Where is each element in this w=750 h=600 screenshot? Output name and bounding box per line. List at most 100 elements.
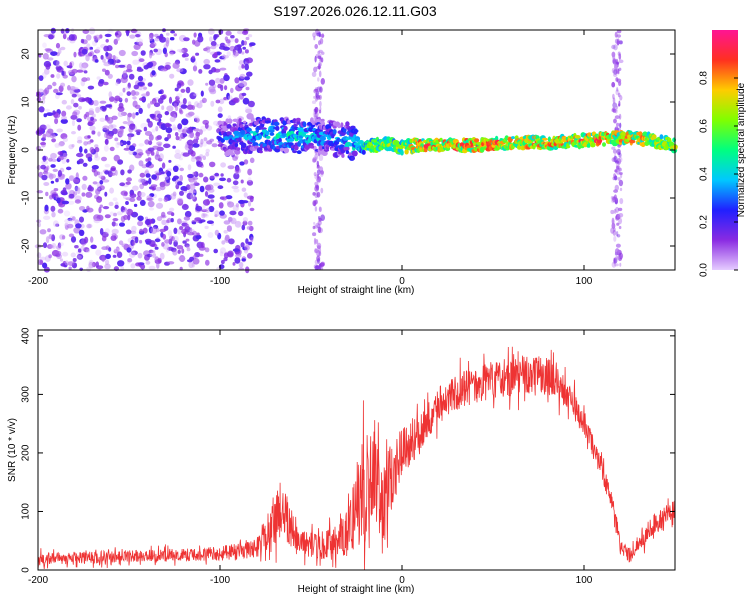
signal-cell [621, 132, 625, 136]
noise-speck [48, 244, 55, 249]
noise-speck [91, 130, 96, 135]
noise-speck [174, 149, 181, 154]
noise-speck [166, 32, 170, 36]
noise-speck [114, 59, 121, 64]
noise-speck [249, 42, 256, 46]
noise-speck [178, 256, 186, 261]
signal-cell [308, 127, 314, 132]
noise-speck [126, 177, 132, 182]
noise-speck [200, 90, 204, 97]
noise-speck [138, 191, 146, 198]
noise-speck [245, 36, 250, 41]
signal-cell [260, 127, 267, 130]
noise-speck [115, 64, 120, 69]
noise-speck [124, 97, 129, 103]
noise-speck [150, 150, 155, 156]
noise-speck [245, 86, 250, 91]
noise-speck [114, 137, 119, 142]
noise-speck [240, 242, 245, 248]
interference-speck [317, 50, 321, 55]
signal-cell [640, 141, 646, 148]
noise-speck [40, 164, 46, 170]
noise-speck [105, 253, 111, 260]
noise-speck [145, 218, 151, 226]
x-tick-label: -200 [28, 575, 48, 586]
noise-speck [68, 233, 74, 238]
noise-speck [101, 246, 109, 251]
noise-speck [223, 252, 229, 259]
noise-speck [67, 189, 73, 196]
signal-cell [343, 146, 350, 151]
noise-speck [68, 175, 74, 182]
interference-speck [619, 172, 623, 175]
noise-speck [44, 68, 50, 75]
noise-speck [113, 212, 117, 217]
interference-speck [317, 220, 322, 226]
noise-speck [123, 214, 128, 220]
noise-speck [156, 262, 160, 269]
noise-speck [238, 80, 246, 87]
noise-speck [127, 114, 131, 122]
noise-speck [103, 61, 111, 67]
signal-cell [541, 137, 548, 141]
noise-speck [118, 31, 122, 35]
y-tick-label: 20 [21, 48, 32, 60]
noise-speck [235, 203, 239, 208]
noise-speck [250, 236, 254, 243]
noise-speck [55, 65, 62, 71]
noise-speck [245, 243, 249, 248]
noise-speck [126, 140, 131, 146]
signal-cell [227, 118, 233, 124]
noise-speck [88, 184, 92, 191]
interference-speck [615, 243, 621, 248]
noise-speck [166, 170, 172, 177]
noise-speck [159, 228, 166, 233]
noise-speck [130, 263, 136, 269]
interference-speck [610, 196, 614, 200]
noise-speck [66, 158, 70, 163]
spectrogram-y-ticks: -20 -10 0 10 20 [21, 48, 675, 253]
signal-cell [294, 145, 299, 151]
noise-speck [43, 182, 50, 186]
noise-speck [55, 92, 63, 96]
noise-speck [52, 81, 57, 87]
noise-speck [116, 128, 124, 135]
noise-speck [161, 242, 165, 247]
noise-speck [225, 30, 232, 36]
noise-speck [65, 28, 70, 34]
noise-speck [161, 162, 166, 169]
noise-speck [183, 37, 190, 42]
interference-speck [616, 234, 621, 238]
noise-speck [147, 82, 153, 87]
noise-speck [193, 115, 200, 120]
noise-speck [150, 184, 158, 188]
interference-speck [616, 38, 620, 45]
interference-speck [318, 62, 322, 67]
interference-speck [320, 78, 325, 85]
noise-speck [99, 180, 104, 185]
signal-cell [587, 132, 592, 137]
noise-speck [176, 68, 184, 73]
noise-speck [193, 93, 198, 97]
noise-speck [223, 74, 230, 82]
noise-speck [205, 152, 210, 157]
noise-speck [72, 179, 80, 183]
noise-speck [247, 241, 253, 246]
noise-speck [188, 190, 196, 194]
y-tick-label: 300 [21, 386, 32, 403]
noise-speck [233, 172, 240, 180]
noise-speck [93, 214, 101, 222]
noise-speck [100, 55, 104, 60]
noise-speck [115, 141, 120, 149]
noise-speck [111, 233, 117, 237]
noise-speck [240, 179, 244, 184]
noise-speck [234, 220, 242, 228]
noise-speck [148, 134, 154, 141]
noise-speck [60, 28, 65, 34]
noise-speck [120, 190, 128, 196]
noise-speck [76, 152, 84, 158]
noise-speck [205, 46, 211, 50]
signal-cell [232, 118, 239, 123]
noise-speck [94, 59, 99, 63]
